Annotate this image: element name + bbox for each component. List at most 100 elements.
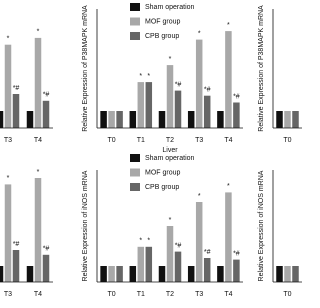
significance-mark: * bbox=[139, 73, 142, 80]
legend-label: MOF group bbox=[145, 169, 181, 176]
y-axis-label: Relative Expression of iNOS mRNA bbox=[258, 170, 265, 281]
bar bbox=[187, 266, 195, 282]
bar bbox=[137, 246, 145, 282]
significance-mark: * bbox=[7, 36, 10, 43]
bar bbox=[0, 111, 4, 128]
bar bbox=[166, 65, 174, 128]
significance-mark: * bbox=[147, 73, 150, 80]
bar bbox=[276, 111, 283, 128]
y-axis-label: Relative Expression of iNOS mRNA bbox=[82, 170, 89, 281]
x-tick-label: T2 bbox=[166, 291, 174, 298]
bar bbox=[174, 251, 182, 282]
x-tick-label: T4 bbox=[224, 291, 232, 298]
significance-mark: * bbox=[198, 30, 201, 37]
legend-swatch bbox=[130, 154, 140, 162]
bar bbox=[217, 266, 224, 282]
bar bbox=[145, 246, 153, 282]
significance-mark: *# bbox=[175, 81, 182, 88]
bar bbox=[100, 111, 107, 128]
x-tick-label: T1 bbox=[137, 291, 145, 298]
bar bbox=[284, 111, 291, 128]
significance-mark: * bbox=[7, 175, 10, 182]
bar bbox=[108, 111, 115, 128]
bar bbox=[233, 102, 240, 128]
bar bbox=[4, 184, 12, 282]
x-tick-label: T1 bbox=[137, 137, 145, 144]
bar bbox=[34, 37, 42, 128]
bar bbox=[217, 111, 224, 128]
figure: T3 * *# T4 * *# T0 T1 * * T2 * *# T3 * *# T4 * *# Relative … bbox=[0, 3, 302, 298]
bar bbox=[116, 111, 123, 128]
significance-mark: * bbox=[139, 238, 142, 245]
legend-label: CPB group bbox=[145, 33, 179, 40]
bar bbox=[225, 192, 232, 282]
x-tick-label: T2 bbox=[166, 137, 174, 144]
significance-mark: * bbox=[37, 29, 40, 36]
bar bbox=[276, 266, 283, 282]
significance-mark: *# bbox=[204, 87, 211, 94]
bar bbox=[129, 111, 137, 128]
bar bbox=[137, 82, 145, 128]
bar bbox=[195, 202, 203, 282]
legend-swatch bbox=[130, 168, 140, 177]
bar bbox=[145, 82, 153, 128]
x-axis-label: Liver bbox=[162, 147, 178, 154]
x-tick-label: T3 bbox=[4, 137, 12, 144]
bar bbox=[203, 258, 211, 282]
significance-mark: *# bbox=[204, 249, 211, 256]
bar bbox=[12, 94, 20, 128]
bar bbox=[42, 100, 50, 128]
significance-mark: *# bbox=[13, 241, 20, 248]
bar bbox=[26, 111, 34, 128]
legend-label: Sham operation bbox=[145, 4, 195, 11]
significance-mark: * bbox=[169, 217, 172, 224]
significance-mark: *# bbox=[233, 250, 240, 257]
bar bbox=[195, 39, 203, 128]
significance-mark: * bbox=[227, 183, 230, 190]
legend-label: CPB group bbox=[145, 184, 179, 191]
significance-mark: * bbox=[37, 169, 40, 176]
legend-swatch bbox=[130, 17, 140, 26]
bar bbox=[129, 266, 137, 282]
bar bbox=[108, 266, 115, 282]
significance-mark: * bbox=[169, 56, 172, 63]
x-tick-label: T4 bbox=[34, 291, 42, 298]
legend-swatch bbox=[130, 183, 140, 191]
legend-label: Sham operation bbox=[145, 155, 195, 162]
bar bbox=[225, 31, 232, 129]
bar bbox=[292, 111, 299, 128]
bar bbox=[233, 259, 240, 282]
bar bbox=[158, 266, 166, 282]
significance-mark: * bbox=[147, 238, 150, 245]
bar bbox=[26, 266, 34, 282]
bar bbox=[284, 266, 291, 282]
x-tick-label: T0 bbox=[108, 291, 116, 298]
x-tick-label: T0 bbox=[108, 137, 116, 144]
bar bbox=[12, 250, 20, 282]
legend-label: MOF group bbox=[145, 18, 181, 25]
legend-swatch bbox=[130, 32, 140, 40]
significance-mark: *# bbox=[43, 92, 50, 99]
y-axis-label: Relative Expression of P38MAPK mRNA bbox=[258, 5, 265, 132]
significance-mark: *# bbox=[175, 242, 182, 249]
x-tick-label: T0 bbox=[283, 291, 291, 298]
bar bbox=[0, 266, 4, 282]
significance-mark: * bbox=[227, 22, 230, 29]
x-tick-label: T3 bbox=[195, 137, 203, 144]
x-tick-label: T3 bbox=[195, 291, 203, 298]
bar bbox=[34, 178, 42, 282]
bar bbox=[292, 266, 299, 282]
significance-mark: *# bbox=[43, 246, 50, 253]
significance-mark: *# bbox=[233, 93, 240, 100]
bar bbox=[166, 226, 174, 282]
bar bbox=[116, 266, 123, 282]
bar bbox=[100, 266, 107, 282]
y-axis-label: Relative Expression of P38MAPK mRNA bbox=[82, 5, 89, 132]
legend-swatch bbox=[130, 3, 140, 11]
x-tick-label: T3 bbox=[4, 291, 12, 298]
significance-mark: * bbox=[198, 193, 201, 200]
bar bbox=[158, 111, 166, 128]
bar bbox=[187, 111, 195, 128]
x-tick-label: T0 bbox=[283, 137, 291, 144]
bar bbox=[42, 254, 50, 282]
